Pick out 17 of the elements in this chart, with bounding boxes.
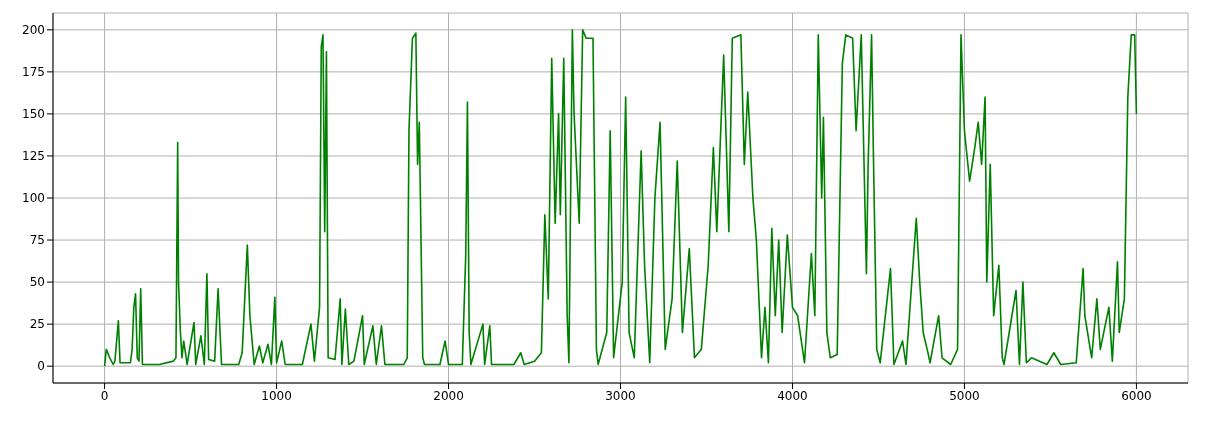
x-tick-label: 0 bbox=[100, 388, 109, 403]
x-tick-label: 1000 bbox=[261, 388, 292, 403]
y-tick-label: 200 bbox=[22, 23, 45, 38]
y-tick-label: 100 bbox=[22, 191, 45, 206]
x-tick-label: 4000 bbox=[777, 388, 808, 403]
x-tick-label: 5000 bbox=[949, 388, 980, 403]
y-tick-label: 125 bbox=[22, 149, 45, 164]
y-tick-label: 0 bbox=[37, 359, 45, 374]
x-tick-label: 3000 bbox=[605, 388, 636, 403]
y-tick-label: 175 bbox=[22, 65, 45, 80]
y-tick-label: 150 bbox=[22, 107, 45, 122]
x-tick-label: 6000 bbox=[1121, 388, 1152, 403]
line-series bbox=[103, 29, 1138, 367]
y-tick-label: 50 bbox=[29, 275, 45, 290]
y-tick-label: 75 bbox=[29, 233, 45, 248]
x-tick-label: 2000 bbox=[433, 388, 464, 403]
y-tick-label: 25 bbox=[29, 317, 45, 332]
